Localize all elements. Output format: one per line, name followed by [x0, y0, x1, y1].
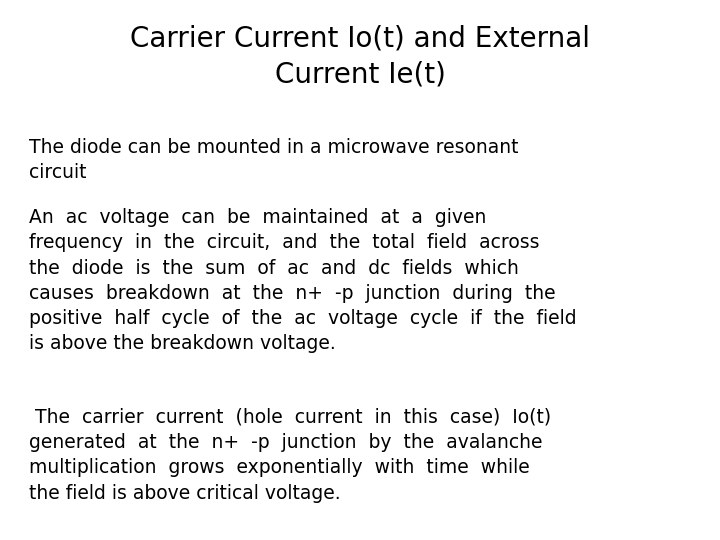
- Text: The diode can be mounted in a microwave resonant
circuit: The diode can be mounted in a microwave …: [29, 138, 518, 182]
- Text: Carrier Current Io(t) and External
Current Ie(t): Carrier Current Io(t) and External Curre…: [130, 24, 590, 88]
- Text: The  carrier  current  (hole  current  in  this  case)  Io(t)
generated  at  the: The carrier current (hole current in thi…: [29, 408, 551, 503]
- Text: An  ac  voltage  can  be  maintained  at  a  given
frequency  in  the  circuit, : An ac voltage can be maintained at a giv…: [29, 208, 577, 353]
